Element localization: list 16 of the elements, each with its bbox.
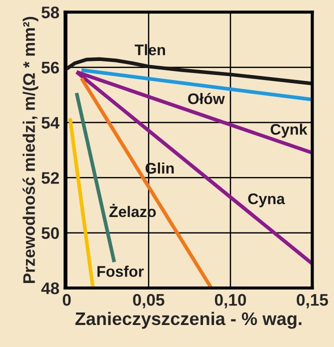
y-tick-label: 54: [42, 117, 60, 129]
y-tick-label: 56: [42, 62, 59, 74]
x-tick-label: 0,10: [214, 294, 246, 308]
x-tick-label: 0,05: [133, 294, 164, 308]
y-axis-title: Przewodność miedzi, m/(Ω * mm²): [22, 16, 38, 283]
x-axis-title: Zanieczyszczenia - % wag.: [75, 312, 302, 329]
y-tick-label: 52: [42, 172, 59, 184]
x-tick-label: 0: [62, 294, 71, 306]
series-label: Cyna: [248, 193, 286, 208]
y-tick-label: 50: [42, 227, 59, 240]
series-label: Ołów: [188, 92, 225, 104]
series-label: Cynk: [270, 124, 308, 138]
series-label: Fosfor: [97, 266, 144, 277]
x-tick-label: 0,15: [296, 294, 328, 308]
y-tick-label: 58: [42, 6, 60, 18]
y-tick-label: 48: [41, 282, 60, 294]
